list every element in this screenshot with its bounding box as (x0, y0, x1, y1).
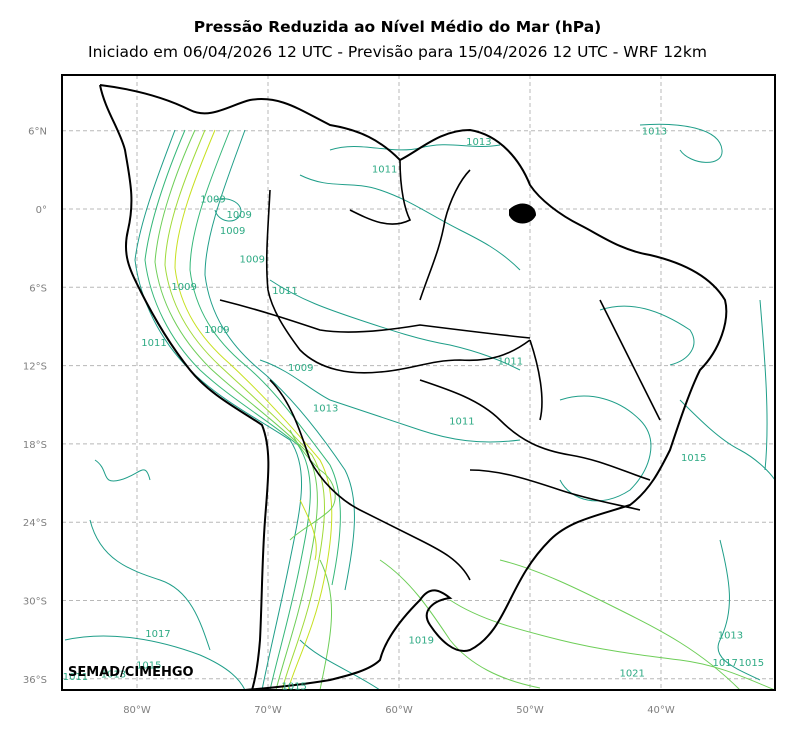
lon-tick-label: 80°W (123, 705, 151, 716)
contour-line (299, 174, 521, 271)
contour-label: 1013 (642, 127, 667, 138)
contour-label: 1015 (739, 658, 764, 669)
pressure-contours (64, 123, 775, 690)
lat-tick-label: 0° (36, 205, 47, 216)
contour-label: 1011 (141, 338, 166, 349)
contour-label: 1009 (288, 363, 313, 374)
contour-label: 1009 (220, 226, 245, 237)
contour-label: 1015 (681, 453, 706, 464)
contour-line (89, 519, 211, 651)
contour-line (599, 305, 695, 366)
contour-line (134, 129, 303, 690)
map-subtitle: Iniciado em 06/04/2026 12 UTC - Previsão… (88, 43, 707, 61)
lat-tick-label: 12°S (23, 362, 47, 373)
lon-tick-label: 50°W (516, 705, 544, 716)
contour-line (214, 198, 242, 222)
map-plot-area (64, 84, 775, 690)
lon-tick-label: 60°W (385, 705, 413, 716)
contour-line (94, 459, 151, 482)
contour-label: 1011 (63, 672, 88, 683)
contour-line (299, 639, 381, 690)
lat-tick-label: 6°N (28, 127, 47, 138)
contour-label: 1009 (200, 195, 225, 206)
contour-label: 1017 (712, 658, 737, 669)
contour-label: 1013 (101, 670, 126, 681)
country-border (469, 469, 641, 511)
country-border (269, 379, 471, 581)
contour-line (64, 635, 246, 690)
coastlines (99, 84, 728, 690)
contour-label: 1009 (240, 255, 265, 266)
contour-label: 1009 (171, 282, 196, 293)
contour-label: 1009 (204, 325, 229, 336)
contour-line (449, 599, 775, 690)
contour-label: 1013 (313, 403, 338, 414)
contour-line (259, 359, 521, 443)
contour-label: 1009 (226, 210, 251, 221)
contour-line (679, 399, 775, 481)
lat-tick-label: 18°S (23, 440, 47, 451)
contour-line (499, 559, 741, 690)
contour-line (154, 129, 318, 690)
lat-tick-label: 36°S (23, 675, 47, 686)
west-coast (99, 84, 270, 690)
country-border (529, 339, 543, 421)
contour-line (759, 299, 768, 471)
contour-label: 1013 (718, 630, 743, 641)
contour-label: 1021 (619, 668, 644, 679)
contour-line (269, 279, 521, 371)
country-border (419, 379, 651, 481)
map-title: Pressão Reduzida ao Nível Médio do Mar (… (193, 18, 602, 36)
contour-line (379, 559, 541, 689)
contour-label: 1019 (409, 636, 434, 647)
coastline (99, 84, 728, 690)
graticule (62, 75, 775, 690)
contour-line (559, 395, 652, 502)
lat-tick-label: 6°S (29, 283, 47, 294)
country-border (265, 189, 531, 374)
lat-tick-label: 24°S (23, 518, 47, 529)
credit-label: SEMAD/CIMEHGO (68, 665, 194, 680)
country-border (419, 169, 471, 301)
contour-line (204, 129, 355, 591)
contour-label: 1011 (498, 356, 523, 367)
contour-label: 1015 (136, 660, 161, 671)
country-border (599, 299, 661, 421)
island-marajo (509, 203, 537, 224)
contour-line (639, 123, 723, 163)
contour-label: 1011 (372, 165, 397, 176)
contour-label: 1015 (281, 681, 306, 692)
country-border (219, 299, 531, 339)
lon-tick-label: 70°W (254, 705, 282, 716)
contour-label: 1011 (449, 416, 474, 427)
lon-tick-label: 40°W (647, 705, 675, 716)
contour-line (299, 499, 317, 561)
axis-ticks: 6°N 0° 6°S 12°S 18°S 24°S 30°S 36°S 80°W 70°W 60°W… (23, 127, 675, 716)
contour-label: 1017 (145, 629, 170, 640)
country-border (349, 159, 412, 225)
contour-label: 1013 (466, 137, 491, 148)
lat-tick-label: 30°S (23, 597, 47, 608)
contour-line (717, 539, 761, 681)
map-frame (61, 74, 776, 691)
contour-line (289, 429, 336, 541)
contour-line (319, 559, 333, 690)
contour-line (144, 129, 311, 690)
contour-line (174, 129, 333, 690)
contour-line (164, 129, 325, 690)
contour-label-layer: 1013101310111009100910091009101110091009… (63, 127, 764, 693)
contour-label: 1011 (272, 286, 297, 297)
